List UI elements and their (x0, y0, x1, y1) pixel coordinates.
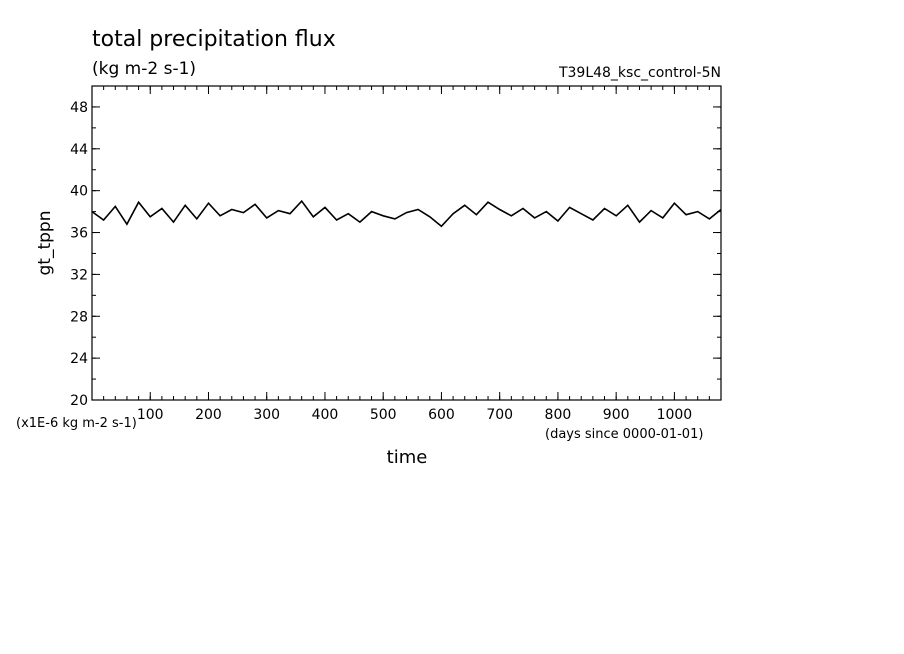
y-tick-label: 48 (70, 100, 88, 116)
x-tick-label: 200 (195, 407, 222, 423)
y-tick-label: 40 (70, 184, 88, 200)
y-tick-label: 28 (70, 309, 88, 325)
chart-title: total precipitation flux (92, 27, 336, 52)
x-units-label: (days since 0000-01-01) (545, 427, 703, 442)
x-tick-label: 300 (253, 407, 280, 423)
y-axis-label: gt_tppn (35, 211, 55, 276)
y-tick-label: 44 (70, 142, 88, 158)
plot-frame (91, 85, 722, 401)
x-tick-label: 800 (545, 407, 572, 423)
x-tick-label: 900 (603, 407, 630, 423)
run-label: T39L48_ksc_control-5N (558, 65, 721, 81)
x-tick-label: 700 (486, 407, 513, 423)
y-tick-label: 36 (70, 226, 88, 242)
series-line (91, 199, 722, 228)
chart-subtitle: (kg m-2 s-1) (92, 59, 196, 79)
x-tick-label: 600 (428, 407, 455, 423)
x-tick-label: 1000 (657, 407, 693, 423)
y-units-label: (x1E-6 kg m-2 s-1) (16, 416, 137, 431)
x-axis-label: time (387, 447, 428, 468)
x-tick-label: 100 (137, 407, 164, 423)
y-tick-label: 32 (70, 267, 88, 283)
y-tick-label: 20 (70, 393, 88, 409)
y-tick-label: 24 (70, 351, 88, 367)
x-tick-label: 500 (370, 407, 397, 423)
x-tick-label: 400 (312, 407, 339, 423)
